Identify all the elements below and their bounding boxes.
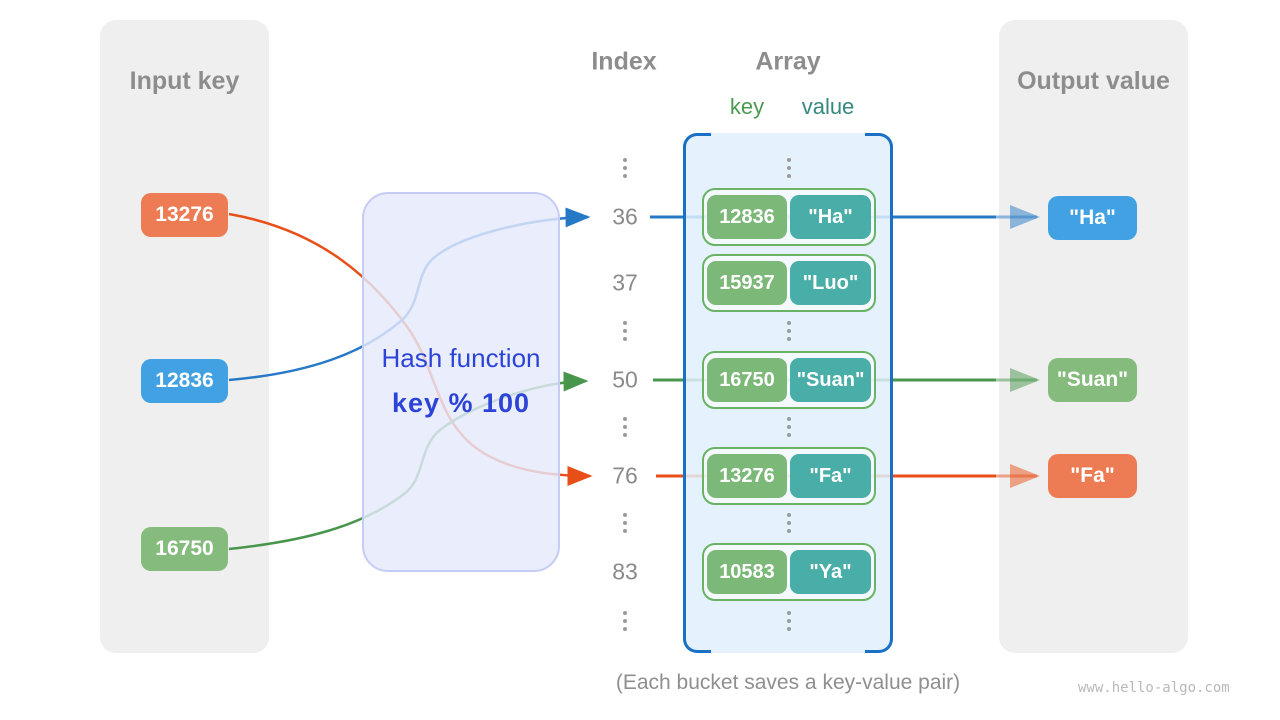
vertical-ellipsis-icon bbox=[623, 417, 627, 437]
kv-pair-bucket: 10583 "Ya" bbox=[702, 543, 876, 601]
value-column-label: value bbox=[801, 94, 855, 119]
value-cell: "Suan" bbox=[790, 358, 871, 402]
vertical-ellipsis-icon bbox=[787, 611, 791, 631]
output-panel-title: Output value bbox=[1017, 67, 1170, 95]
key-cell: 16750 bbox=[707, 358, 787, 402]
vertical-ellipsis-icon bbox=[787, 417, 791, 437]
value-cell: "Luo" bbox=[790, 261, 871, 305]
key-cell: 12836 bbox=[707, 195, 787, 239]
index-value: 50 bbox=[612, 366, 638, 393]
kv-pair-bucket: 13276 "Fa" bbox=[702, 447, 876, 505]
value-cell: "Fa" bbox=[790, 454, 871, 498]
array-bracket-left bbox=[683, 133, 711, 653]
input-panel-title: Input key bbox=[129, 67, 240, 95]
vertical-ellipsis-icon bbox=[787, 321, 791, 341]
hash-function-box: Hash function key % 100 bbox=[362, 192, 560, 572]
output-value-box: "Suan" bbox=[1048, 358, 1137, 402]
index-value: 83 bbox=[612, 558, 638, 585]
array-column-header: Array bbox=[755, 47, 821, 76]
input-key-box: 12836 bbox=[141, 359, 228, 403]
hash-function-title: Hash function bbox=[381, 343, 541, 373]
key-cell: 13276 bbox=[707, 454, 787, 498]
key-cell: 10583 bbox=[707, 550, 787, 594]
key-cell: 15937 bbox=[707, 261, 787, 305]
vertical-ellipsis-icon bbox=[623, 158, 627, 178]
vertical-ellipsis-icon bbox=[623, 611, 627, 631]
vertical-ellipsis-icon bbox=[787, 513, 791, 533]
diagram-caption: (Each bucket saves a key-value pair) bbox=[615, 671, 961, 694]
key-column-label: key bbox=[729, 94, 765, 119]
array-bracket-right bbox=[865, 133, 893, 653]
vertical-ellipsis-icon bbox=[787, 158, 791, 178]
index-column-header: Index bbox=[591, 47, 657, 76]
output-value-box: "Ha" bbox=[1048, 196, 1137, 240]
vertical-ellipsis-icon bbox=[623, 321, 627, 341]
output-value-panel: Output value bbox=[999, 20, 1188, 653]
index-value: 37 bbox=[612, 269, 638, 296]
input-key-box: 13276 bbox=[141, 193, 228, 237]
output-value-box: "Fa" bbox=[1048, 454, 1137, 498]
value-cell: "Ya" bbox=[790, 550, 871, 594]
watermark: www.hello-algo.com bbox=[1078, 680, 1230, 696]
value-cell: "Ha" bbox=[790, 195, 871, 239]
hash-function-formula: key % 100 bbox=[391, 388, 531, 418]
index-value: 36 bbox=[612, 203, 638, 230]
index-value: 76 bbox=[612, 462, 638, 489]
kv-pair-bucket: 16750 "Suan" bbox=[702, 351, 876, 409]
vertical-ellipsis-icon bbox=[623, 513, 627, 533]
kv-pair-bucket: 15937 "Luo" bbox=[702, 254, 876, 312]
kv-pair-bucket: 12836 "Ha" bbox=[702, 188, 876, 246]
input-key-box: 16750 bbox=[141, 527, 228, 571]
